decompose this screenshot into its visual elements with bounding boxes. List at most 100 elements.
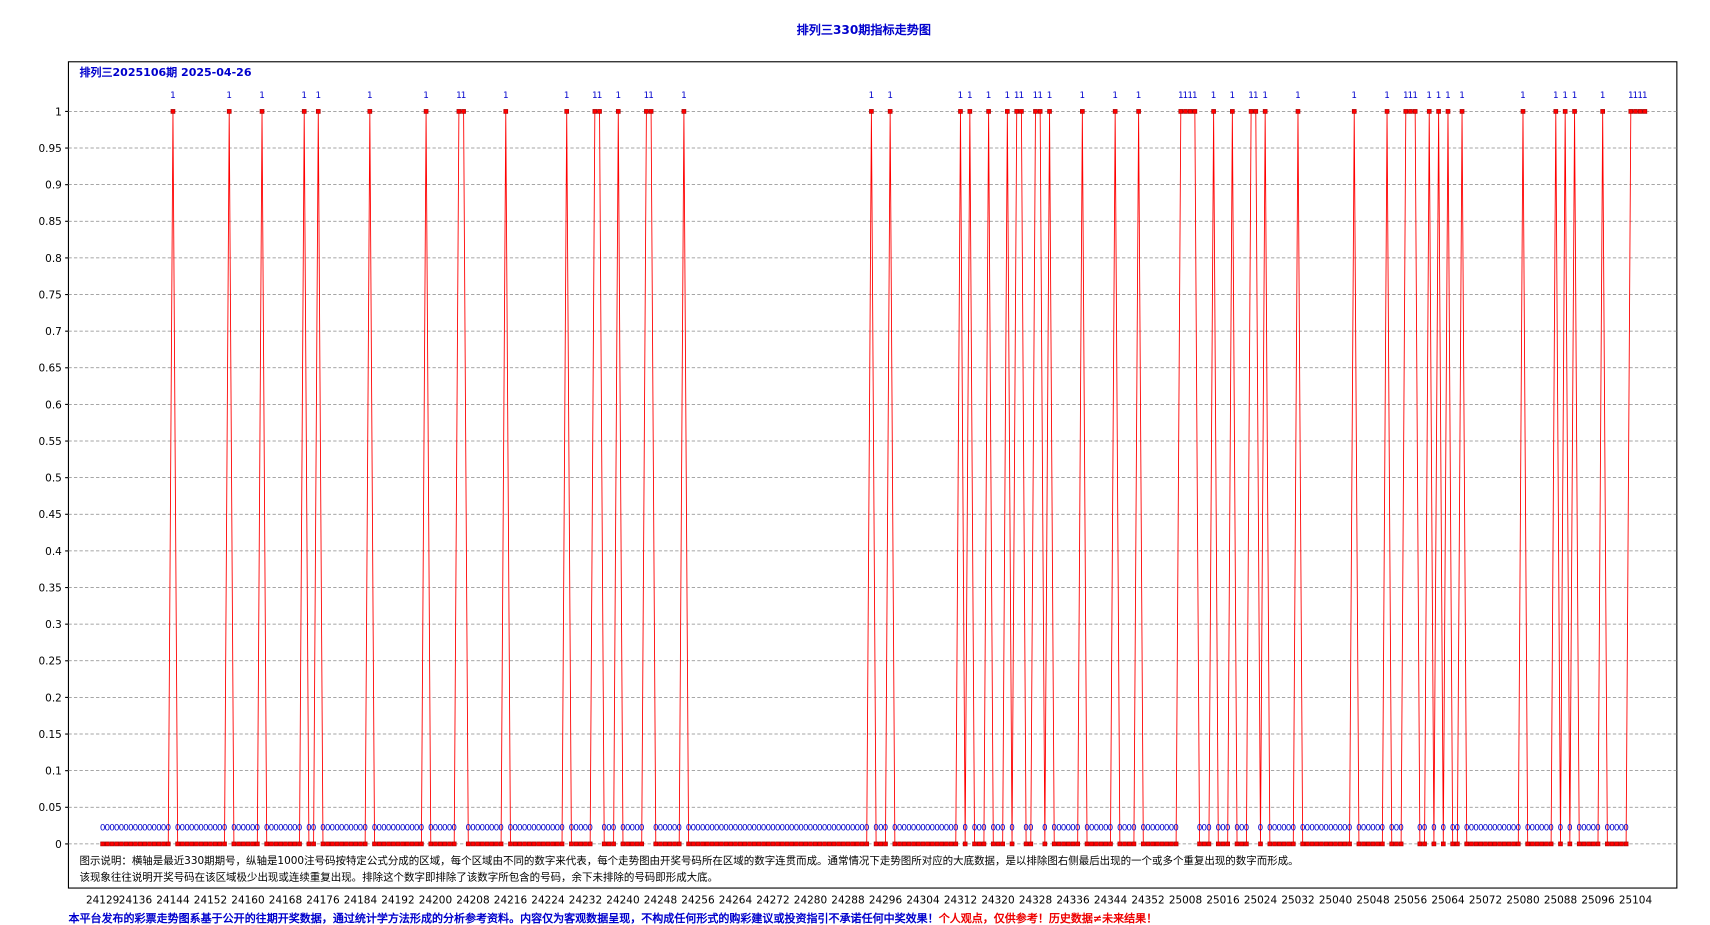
data-label: 1 [597, 91, 603, 101]
x-tick-label: 25096 [1581, 894, 1614, 906]
point-marker [869, 109, 874, 114]
data-label: 1 [461, 91, 467, 101]
data-label: 0 [1244, 824, 1250, 834]
x-tick-label: 24312 [944, 894, 977, 906]
data-label: 0 [915, 824, 921, 834]
data-label: 0 [1000, 824, 1006, 834]
point-marker [1037, 109, 1043, 114]
data-label: 0 [1070, 824, 1076, 834]
x-tick-label: 24152 [194, 894, 227, 906]
data-label: 0 [1590, 824, 1596, 834]
point-marker [719, 841, 724, 847]
point-marker [1333, 841, 1338, 847]
data-label: 1 [1384, 91, 1390, 101]
data-label: 0 [255, 824, 261, 834]
point-marker [100, 841, 105, 847]
point-marker [990, 841, 996, 847]
data-label: 0 [1065, 824, 1071, 834]
data-label: 0 [1126, 824, 1132, 834]
x-tick-label: 25048 [1356, 894, 1389, 906]
data-label: 0 [930, 824, 936, 834]
point-marker [306, 841, 312, 847]
point-marker [1619, 841, 1624, 847]
point-marker [653, 841, 659, 847]
data-label: 0 [1206, 824, 1212, 834]
point-marker [428, 841, 434, 847]
point-marker [367, 109, 373, 114]
point-marker [1595, 841, 1601, 847]
data-label: 0 [1023, 824, 1029, 834]
point-marker [315, 109, 321, 114]
data-label: 1 [967, 91, 973, 101]
data-label: 0 [1084, 824, 1090, 834]
data-label: 0 [250, 824, 256, 834]
point-marker [630, 841, 635, 847]
point-marker [583, 841, 588, 847]
data-label: 0 [1539, 824, 1545, 834]
point-marker [887, 109, 893, 114]
y-tick-label: 0.65 [39, 363, 62, 375]
point-marker [1459, 109, 1465, 114]
data-label: 0 [1009, 824, 1015, 834]
point-marker [217, 841, 223, 847]
point-marker [1576, 841, 1582, 847]
point-marker [1614, 841, 1620, 847]
data-label: 1 [1562, 91, 1568, 101]
point-marker [1501, 841, 1507, 847]
data-label: 0 [311, 824, 317, 834]
point-marker [287, 841, 293, 847]
data-label: 0 [728, 824, 734, 834]
point-marker [897, 841, 902, 847]
point-marker [737, 841, 743, 847]
point-marker [1192, 109, 1198, 114]
data-label: 0 [1089, 824, 1095, 834]
point-marker [1098, 841, 1104, 847]
point-marker [105, 841, 110, 847]
data-label: 1 [1253, 91, 1259, 101]
data-label: 0 [137, 824, 143, 834]
data-label: 0 [1623, 824, 1629, 834]
point-marker [850, 841, 855, 847]
data-label: 0 [653, 824, 659, 834]
data-label: 0 [897, 824, 903, 834]
point-marker [986, 109, 991, 114]
data-label: 0 [376, 824, 382, 834]
point-marker [1450, 841, 1455, 847]
data-label: 0 [451, 824, 457, 834]
x-tick-label: 24248 [644, 894, 677, 906]
data-label: 1 [367, 91, 373, 101]
data-label: 0 [109, 824, 115, 834]
data-label: 0 [245, 824, 251, 834]
point-marker [240, 841, 246, 847]
point-marker [212, 841, 218, 847]
data-label: 0 [325, 824, 331, 834]
point-marker [1220, 841, 1226, 847]
point-marker [198, 841, 204, 847]
data-label: 0 [1169, 824, 1175, 834]
point-marker [864, 841, 870, 847]
data-label: 0 [826, 824, 832, 834]
point-marker [1173, 841, 1179, 847]
data-label: 0 [1061, 824, 1067, 834]
point-marker [1234, 841, 1240, 847]
point-marker [437, 841, 443, 847]
point-marker [648, 109, 654, 114]
data-label: 0 [700, 824, 706, 834]
point-marker [1567, 841, 1573, 847]
y-tick-label: 0.7 [45, 326, 62, 338]
point-marker [390, 841, 396, 847]
data-label: 0 [1619, 824, 1625, 834]
point-marker [540, 841, 546, 847]
data-label: 0 [695, 824, 701, 834]
point-marker [1197, 841, 1202, 847]
point-marker [1473, 841, 1479, 847]
data-label: 0 [1595, 824, 1601, 834]
point-marker [822, 841, 827, 847]
data-label: 0 [808, 824, 814, 834]
x-tick-label: 24336 [1056, 894, 1089, 906]
data-label: 0 [1492, 824, 1498, 834]
point-marker [1267, 841, 1273, 847]
data-label: 0 [283, 824, 289, 834]
point-marker [156, 841, 162, 847]
